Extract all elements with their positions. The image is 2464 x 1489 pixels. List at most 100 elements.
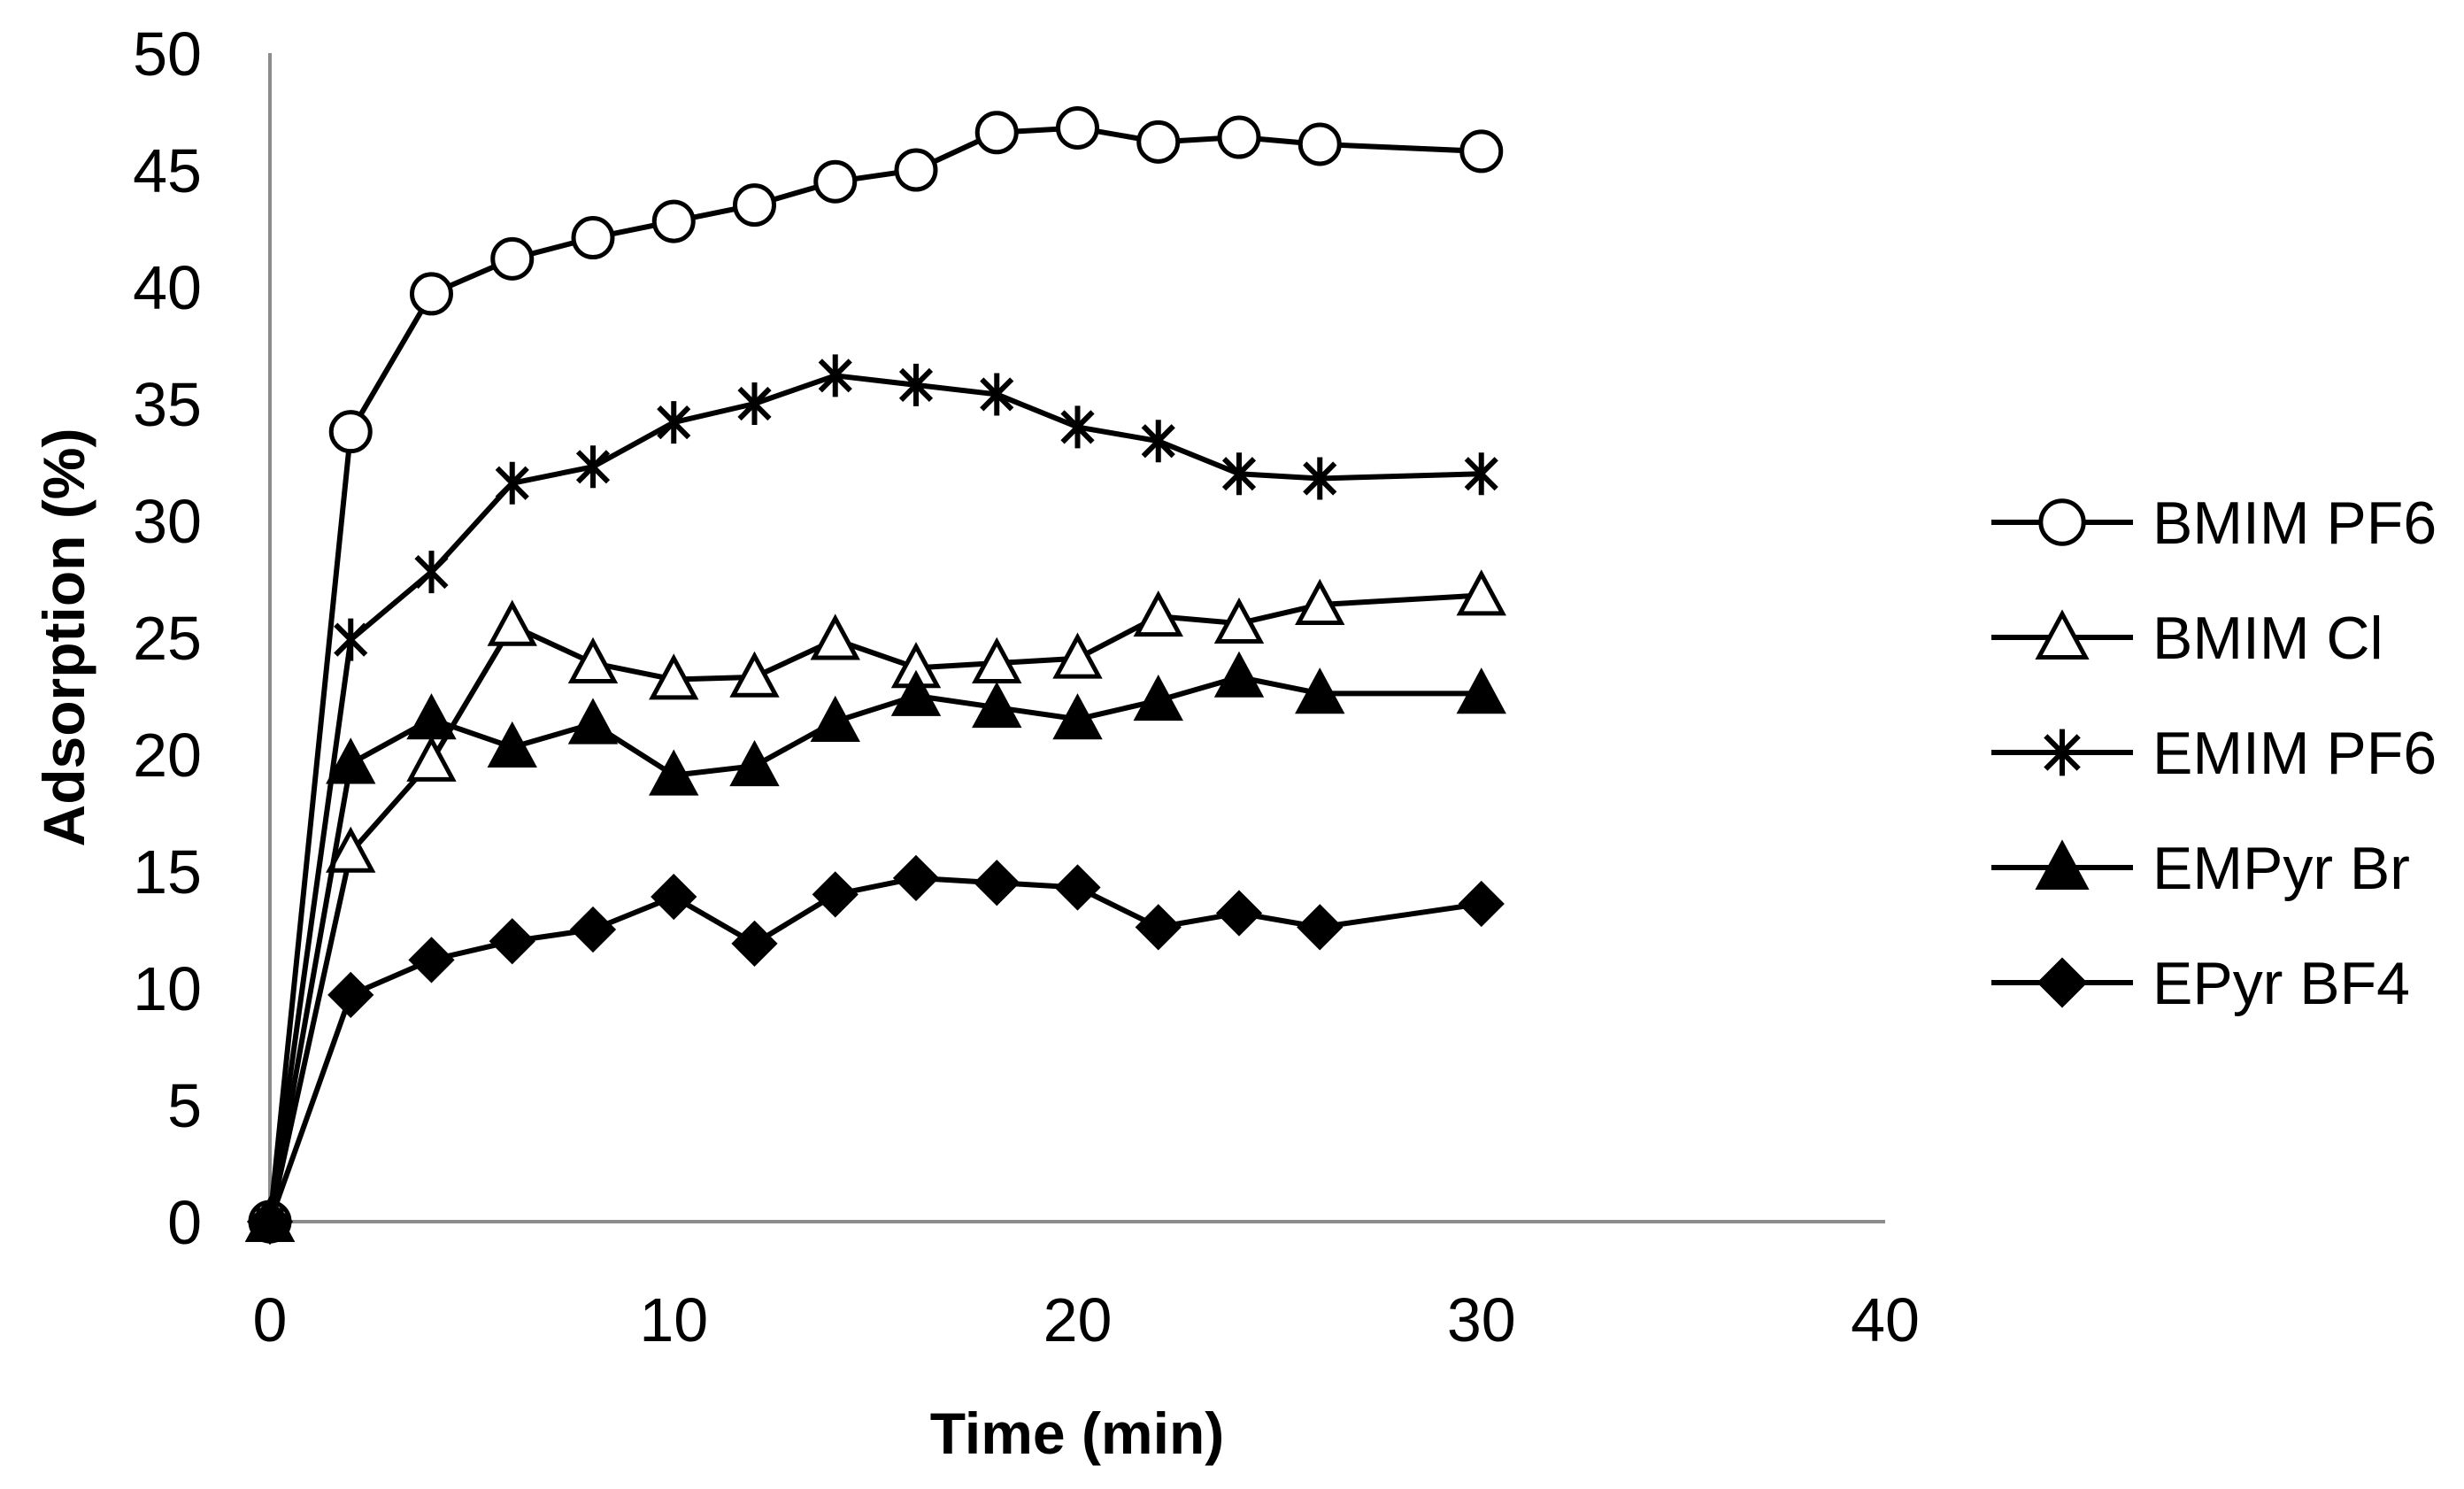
series-emim-pf6: [252, 354, 1498, 1243]
data-point-bmim-pf6: [410, 272, 453, 316]
data-point-bmim-cl: [1295, 578, 1345, 625]
data-point-empyr-br: [1052, 693, 1103, 740]
data-point-bmim-pf6: [1459, 129, 1504, 174]
data-point-bmim-pf6: [1217, 115, 1261, 159]
data-point-bmim-cl: [567, 636, 619, 683]
data-point-epyr-bf4: [651, 873, 697, 921]
data-point-epyr-bf4: [489, 918, 535, 965]
data-point-empyr-br: [1295, 667, 1345, 714]
data-point-empyr-br: [810, 695, 860, 742]
y-tick-label: 30: [133, 487, 202, 556]
x-tick-labels: 0 10 20 30 40: [253, 1285, 1920, 1354]
data-point-epyr-bf4: [1135, 904, 1182, 951]
data-point-bmim-pf6: [1136, 120, 1181, 164]
legend-label: EPyr BF4: [2152, 950, 2410, 1017]
data-point-bmim-pf6: [651, 199, 696, 243]
data-point-empyr-br: [649, 749, 699, 796]
legend-item-emim-pf6: EMIM PF6: [1991, 720, 2437, 787]
data-point-epyr-bf4: [892, 854, 940, 902]
x-tick-label: 20: [1043, 1285, 1113, 1354]
series-epyr-bf4: [246, 854, 1505, 1246]
data-point-emim-pf6: [818, 354, 852, 397]
data-point-bmim-cl: [1052, 632, 1103, 679]
data-point-epyr-bf4: [1458, 880, 1505, 928]
data-point-bmim-pf6: [571, 216, 615, 260]
data-point-epyr-bf4: [569, 906, 617, 953]
series-line-emim-pf6: [267, 373, 1482, 1223]
y-tick-label: 35: [133, 370, 202, 439]
data-point-emim-pf6: [980, 373, 1014, 416]
legend-marker: [2035, 609, 2090, 660]
axes: 0 5 10 15 20 25 30 35 40 45 50 0 10 20 30 40 Time (min…: [31, 19, 1920, 1466]
data-point-empyr-br: [487, 721, 537, 768]
data-point-emim-pf6: [575, 445, 611, 489]
data-point-bmim-cl: [406, 735, 457, 782]
data-point-bmim-pf6: [1056, 105, 1099, 150]
data-point-bmim-cl: [326, 826, 376, 873]
legend-label: EMPyr Br: [2152, 835, 2410, 902]
y-tick-label: 10: [133, 954, 202, 1023]
data-point-epyr-bf4: [1054, 864, 1101, 911]
y-axis-title: Adsorption (%): [31, 428, 96, 847]
legend-item-epyr-bf4: EPyr BF4: [1991, 950, 2410, 1017]
data-point-bmim-cl: [1133, 590, 1183, 637]
data-point-empyr-br: [1456, 667, 1506, 714]
data-point-bmim-pf6: [733, 183, 776, 228]
legend-marker: [2037, 957, 2088, 1008]
data-point-bmim-cl: [972, 636, 1022, 683]
legend-marker: [2038, 498, 2086, 546]
data-point-bmim-pf6: [813, 159, 858, 204]
data-point-epyr-bf4: [327, 971, 374, 1019]
data-point-emim-pf6: [657, 401, 691, 444]
data-point-empyr-br: [972, 681, 1022, 729]
series-bmim-cl: [244, 569, 1506, 1242]
y-tick-labels: 0 5 10 15 20 25 30 35 40 45 50: [133, 19, 202, 1257]
legend-item-bmim-pf6: BMIM PF6: [1991, 490, 2437, 557]
data-point-bmim-cl: [810, 613, 860, 660]
data-point-bmim-cl: [649, 653, 699, 700]
y-tick-label: 0: [167, 1188, 202, 1257]
y-tick-label: 5: [167, 1071, 202, 1140]
data-point-emim-pf6: [898, 363, 934, 406]
data-point-bmim-pf6: [974, 111, 1019, 155]
y-tick-label: 15: [133, 837, 202, 907]
data-point-empyr-br: [890, 669, 942, 716]
x-axis-title: Time (min): [930, 1400, 1224, 1466]
data-point-bmim-cl: [1456, 569, 1506, 616]
data-point-emim-pf6: [1221, 452, 1257, 496]
data-point-emim-pf6: [1060, 405, 1095, 449]
data-point-emim-pf6: [495, 461, 529, 505]
data-point-bmim-cl: [729, 651, 780, 698]
data-point-epyr-bf4: [246, 1198, 294, 1246]
data-point-emim-pf6: [737, 382, 772, 425]
legend-marker: [2044, 729, 2081, 776]
legend-item-empyr-br: EMPyr Br: [1991, 835, 2410, 902]
legend-label: BMIM PF6: [2152, 490, 2437, 557]
y-tick-label: 50: [133, 19, 202, 89]
data-point-bmim-pf6: [1297, 122, 1342, 166]
data-point-empyr-br: [1133, 675, 1183, 721]
y-tick-label: 45: [133, 136, 202, 205]
y-tick-label: 20: [133, 721, 202, 790]
data-point-empyr-br: [567, 698, 619, 744]
data-point-emim-pf6: [1141, 420, 1175, 463]
series-layer: [244, 105, 1506, 1246]
data-point-bmim-pf6: [894, 148, 938, 192]
x-tick-label: 30: [1447, 1285, 1516, 1354]
data-point-empyr-br: [729, 739, 780, 787]
data-point-epyr-bf4: [974, 860, 1020, 907]
data-point-bmim-cl: [487, 599, 537, 646]
y-tick-label: 25: [133, 604, 202, 673]
data-point-bmim-pf6: [490, 236, 535, 281]
data-point-empyr-br: [1213, 651, 1265, 698]
data-point-epyr-bf4: [812, 871, 859, 918]
legend-item-bmim-cl: BMIM Cl: [1991, 605, 2383, 672]
legend-label: BMIM Cl: [2152, 605, 2383, 672]
y-tick-label: 40: [133, 253, 202, 322]
data-point-empyr-br: [406, 693, 457, 740]
data-point-epyr-bf4: [1297, 904, 1344, 951]
series-line-empyr-br: [267, 674, 1482, 1223]
legend-marker: [2035, 839, 2090, 890]
x-tick-label: 40: [1851, 1285, 1920, 1354]
